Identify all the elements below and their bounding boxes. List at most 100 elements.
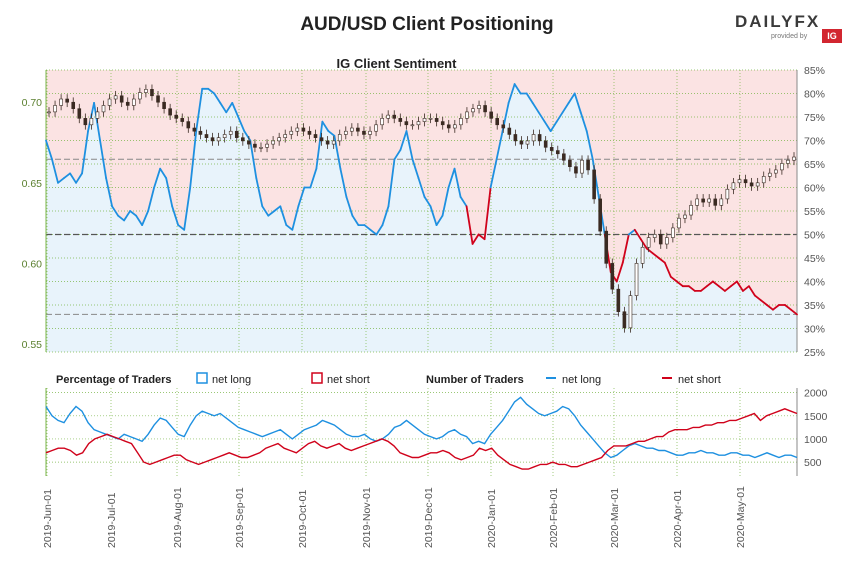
sentiment-line-segment	[69, 172, 77, 184]
candle-body	[95, 111, 100, 119]
candle-body	[459, 118, 463, 126]
candle-body	[380, 118, 384, 126]
sentiment-line-segment	[441, 186, 450, 217]
sentiment-line-segment	[369, 228, 378, 236]
sentiment-line-segment	[627, 228, 636, 236]
sentiment-line-segment	[525, 92, 534, 104]
sentiment-line-segment	[141, 210, 150, 227]
candle-body	[53, 105, 57, 113]
count-net-short-line	[45, 408, 798, 470]
candle-body	[610, 263, 615, 290]
sentiment-line-segment	[633, 228, 642, 241]
sentiment-line-segment	[675, 280, 684, 288]
sentiment-line-segment	[297, 186, 306, 208]
legend-pct-long-swatch	[196, 372, 208, 384]
legend-pct-short: net short	[327, 374, 370, 386]
candle-body	[234, 130, 239, 138]
candle-body	[216, 137, 221, 142]
candle-body	[404, 121, 409, 126]
sentiment-line-segment	[687, 285, 696, 292]
candle-body	[434, 118, 439, 122]
sentiment-line-segment	[766, 304, 774, 311]
sentiment-line-segment	[705, 280, 714, 288]
candle-body	[525, 140, 530, 145]
sentiment-line-segment	[615, 261, 624, 283]
dailyfx-logo: DAILYFX provided by IG	[735, 12, 850, 43]
sentiment-line-segment	[195, 87, 204, 133]
sentiment-line-segment	[273, 205, 282, 212]
candle-body	[743, 179, 748, 184]
x-axis-tick: 2020-Apr-01	[672, 489, 684, 548]
logo-provided-by: provided by	[771, 33, 808, 40]
right-axis-tick: 50%	[804, 230, 825, 242]
sentiment-line-segment	[669, 275, 678, 283]
legend-num-label: Number of Traders	[426, 374, 524, 386]
sentiment-line-segment	[45, 139, 53, 161]
candle-body	[313, 134, 318, 138]
candle-body	[277, 137, 281, 142]
sentiment-line-segment	[345, 195, 354, 217]
long-area	[46, 84, 797, 352]
count-axis-tick: 1000	[804, 434, 828, 446]
candle-body	[271, 140, 275, 145]
right-axis-tick: 25%	[804, 347, 825, 359]
sentiment-line-segment	[363, 224, 372, 231]
candle-body	[543, 140, 548, 148]
candle-body	[580, 159, 584, 174]
sentiment-line-segment	[459, 195, 468, 208]
sentiment-line-segment	[183, 186, 192, 231]
candle-body	[192, 127, 197, 132]
sentiment-line-segment	[105, 177, 113, 208]
candle-body	[150, 89, 154, 97]
candle-body	[446, 124, 451, 129]
candle-body	[725, 188, 730, 200]
candle-body	[761, 176, 766, 184]
sentiment-line-segment	[399, 130, 408, 151]
candle-body	[780, 163, 784, 171]
sentiment-line-segment	[772, 304, 780, 311]
sentiment-line-segment	[351, 214, 360, 227]
sentiment-line-segment	[651, 252, 660, 259]
candle-body	[162, 101, 166, 109]
candle-body	[537, 134, 542, 142]
candle-body	[422, 118, 427, 122]
sentiment-line-segment	[549, 120, 558, 133]
subtitle: IG Client Sentiment	[337, 56, 458, 71]
candle-body	[186, 121, 191, 129]
sentiment-line-segment	[81, 130, 89, 175]
candle-body	[410, 124, 415, 127]
sentiment-line-segment	[219, 102, 228, 114]
candle-body	[386, 114, 390, 119]
left-axis-tick: 0.60	[22, 258, 43, 270]
candle-body	[356, 127, 360, 132]
sentiment-line-segment	[489, 158, 498, 189]
candle-body	[180, 118, 185, 122]
sentiment-line-segment	[790, 308, 798, 316]
sentiment-line-segment	[147, 186, 156, 212]
sentiment-line-segment	[621, 233, 630, 264]
sentiment-line-segment	[189, 130, 198, 189]
candle-body	[453, 124, 457, 129]
candle-body	[77, 108, 82, 119]
candle-body	[465, 111, 469, 119]
candle-body	[440, 121, 445, 126]
candle-body	[568, 159, 572, 167]
candle-body	[665, 237, 669, 245]
sentiment-line-segment	[645, 247, 654, 255]
sentiment-line-segment	[760, 299, 768, 306]
x-axis-tick: 2019-Jul-01	[106, 492, 118, 548]
candle-body	[204, 134, 209, 138]
candle-body	[646, 237, 651, 248]
candle-body	[471, 108, 475, 113]
candle-body	[574, 166, 578, 174]
sentiment-line-segment	[699, 285, 708, 292]
candle-body	[695, 198, 699, 206]
count-axis-tick: 1500	[804, 411, 828, 423]
candle-body	[658, 234, 663, 245]
candle-body	[689, 205, 693, 216]
candle-body	[198, 130, 203, 135]
x-axis-tick: 2019-Sep-01	[234, 487, 246, 548]
sentiment-line-segment	[477, 233, 486, 241]
sentiment-line-segment	[255, 177, 264, 208]
